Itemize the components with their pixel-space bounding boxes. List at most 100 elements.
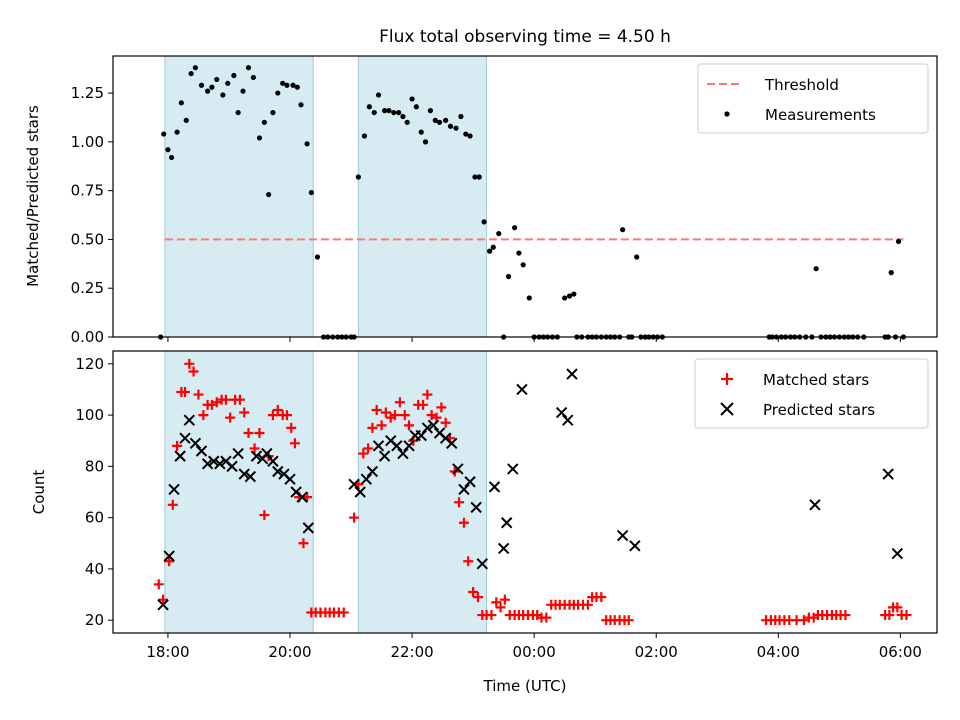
matched-star-point	[363, 443, 374, 454]
predicted-star-point	[296, 491, 308, 503]
matched-star-point	[486, 610, 497, 621]
measurement-point	[562, 295, 568, 301]
matched-star-point	[172, 440, 183, 451]
matched-star-point	[243, 428, 254, 439]
top-ytick-label: 1.00	[71, 133, 104, 151]
matched-star-point	[495, 602, 506, 613]
x-axis-label: Time (UTC)	[483, 677, 567, 695]
matched-star-point	[371, 404, 382, 415]
measurement-point	[496, 230, 502, 237]
predicted-star-point	[516, 383, 528, 396]
matched-star-point	[499, 594, 510, 605]
matched-star-point	[422, 389, 433, 400]
bottom-ytick-label: 100	[75, 406, 104, 424]
predicted-star-point	[157, 599, 169, 611]
matched-star-point	[338, 607, 349, 618]
measurement-point	[813, 266, 819, 272]
measurement-point	[486, 248, 493, 254]
predicted-star-point	[360, 473, 373, 485]
measurement-point	[284, 82, 290, 88]
measurement-point	[192, 65, 198, 71]
predicted-star-point	[378, 450, 391, 462]
matched-star-point	[267, 410, 278, 421]
predicted-star-point	[562, 414, 574, 426]
predicted-star-point	[244, 470, 257, 483]
measurement-point	[571, 291, 577, 297]
bottom-ytick-label: 20	[85, 611, 104, 629]
measurement-point	[280, 80, 286, 86]
predicted-star-point	[366, 465, 379, 478]
measurement-point	[620, 227, 626, 233]
bottom-legend: Matched stars Predicted stars	[694, 358, 929, 429]
matched-star-point	[272, 404, 283, 415]
measurement-point	[391, 109, 397, 116]
measurement-point	[209, 84, 215, 90]
matched-star-point	[249, 443, 260, 454]
measurement-point	[895, 238, 902, 244]
predicted-star-point	[174, 450, 186, 462]
measurement-point	[366, 104, 372, 110]
matched-star-point	[193, 389, 204, 400]
predicted-star-point	[629, 540, 641, 552]
measurement-point	[294, 84, 300, 90]
predicted-star-point	[195, 445, 208, 457]
matched-star-point	[541, 612, 552, 623]
predicted-star-point	[189, 437, 202, 449]
measurement-point	[266, 191, 272, 198]
bottom-ytick-label: 80	[85, 457, 104, 475]
measurement-point	[231, 72, 237, 79]
predicted-star-point	[566, 368, 578, 380]
bottom-legend-box	[694, 358, 929, 429]
measurement-point	[270, 109, 276, 116]
measurement-point	[463, 131, 469, 137]
observing-span	[358, 56, 487, 337]
matched-star-point	[349, 512, 360, 523]
predicted-star-point	[427, 419, 440, 432]
bottom-ytick-label: 40	[85, 560, 104, 578]
bottom-xtick-label: 00:00	[513, 643, 556, 661]
predicted-star-point	[555, 406, 568, 419]
measurement-point	[250, 74, 256, 81]
predicted-star-point	[214, 458, 226, 470]
measurement-point	[308, 189, 314, 196]
bottom-xtick-label: 04:00	[757, 643, 800, 661]
measurement-point	[566, 293, 573, 299]
measurement-point	[427, 108, 433, 114]
predicted-star-point	[397, 447, 409, 460]
top-y-axis-label: Matched/Predicted stars	[24, 105, 42, 287]
bottom-y-axis-label: Count	[30, 470, 48, 515]
predicted-star-point	[208, 455, 220, 467]
measurement-point	[447, 123, 454, 129]
measurement-point	[472, 174, 478, 180]
measurement-point	[467, 133, 473, 139]
matched-star-point	[358, 448, 369, 459]
measurement-point	[205, 88, 211, 94]
measurement-point	[422, 139, 429, 145]
predicted-star-point	[163, 550, 175, 562]
matched-star-point	[468, 586, 479, 597]
predicted-star-point	[232, 447, 244, 460]
measurement-point	[178, 100, 184, 106]
predicted-star-point	[179, 432, 191, 444]
matched-star-point	[198, 410, 209, 421]
measurement-point	[888, 270, 894, 276]
predicted-star-point	[500, 517, 513, 529]
measurement-point	[256, 135, 263, 141]
matched-star-point	[404, 420, 415, 431]
measurement-point	[240, 88, 246, 94]
measurement-point	[168, 154, 175, 161]
legend-matched-swatch	[721, 373, 733, 385]
measurement-point	[490, 244, 496, 250]
top-panel: 0.00 0.25 0.50 0.75 1.00 1.25 Matched/Predict…	[24, 55, 938, 346]
measurement-point	[161, 131, 167, 137]
measurement-point	[443, 117, 449, 123]
bottom-xtick-label: 22:00	[390, 643, 433, 661]
measurement-point	[382, 108, 388, 114]
matched-star-point	[884, 610, 895, 621]
top-legend-box	[697, 63, 929, 134]
predicted-star-point	[250, 450, 263, 462]
chart-title: Flux total observing time = 4.50 h	[379, 27, 671, 47]
matched-star-point	[180, 387, 191, 398]
predicted-star-point	[891, 547, 904, 560]
top-ytick-label: 0.75	[71, 182, 104, 200]
